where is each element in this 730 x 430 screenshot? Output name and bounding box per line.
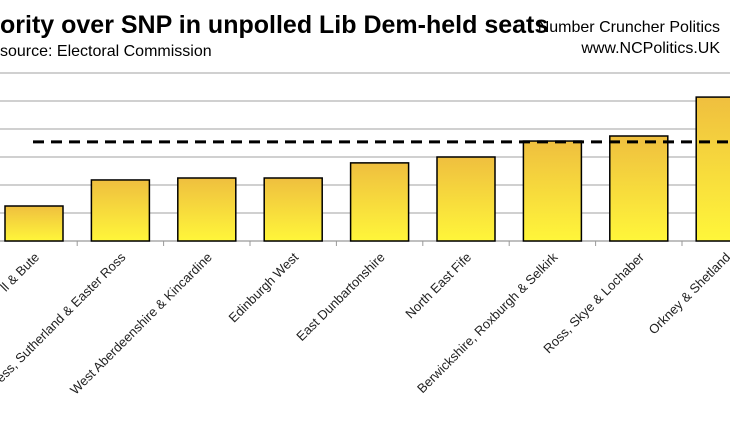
bar: [177, 177, 237, 242]
x-tick-label: East Dunbartonshire: [293, 250, 387, 344]
bar: [695, 96, 730, 242]
x-tick-label: Berwickshire, Roxburgh & Selkirk: [414, 249, 561, 396]
bar: [436, 156, 496, 242]
x-tick-label: West Aberdeenshire & Kincardine: [67, 250, 215, 398]
credit-url: www.NCPolitics.UK: [580, 40, 720, 57]
bar: [349, 162, 410, 242]
x-tick-label: North East Fife: [402, 250, 474, 322]
x-tick-label: Ross, Skye & Lochaber: [540, 249, 647, 356]
x-tick-label: ll & Bute: [0, 250, 42, 295]
x-tick-label: Edinburgh West: [225, 249, 301, 325]
bar: [263, 177, 323, 242]
bar: [522, 140, 583, 242]
x-tick-label: Orkney & Shetland: [646, 250, 730, 338]
bar: [609, 135, 669, 242]
credit-name: Number Cruncher Politics: [538, 19, 720, 36]
chart-subtitle: source: Electoral Commission: [0, 43, 212, 60]
bars: [4, 96, 730, 242]
bar: [90, 179, 151, 242]
bar: [4, 205, 64, 242]
chart-title: ority over SNP in unpolled Lib Dem-held …: [0, 11, 548, 39]
